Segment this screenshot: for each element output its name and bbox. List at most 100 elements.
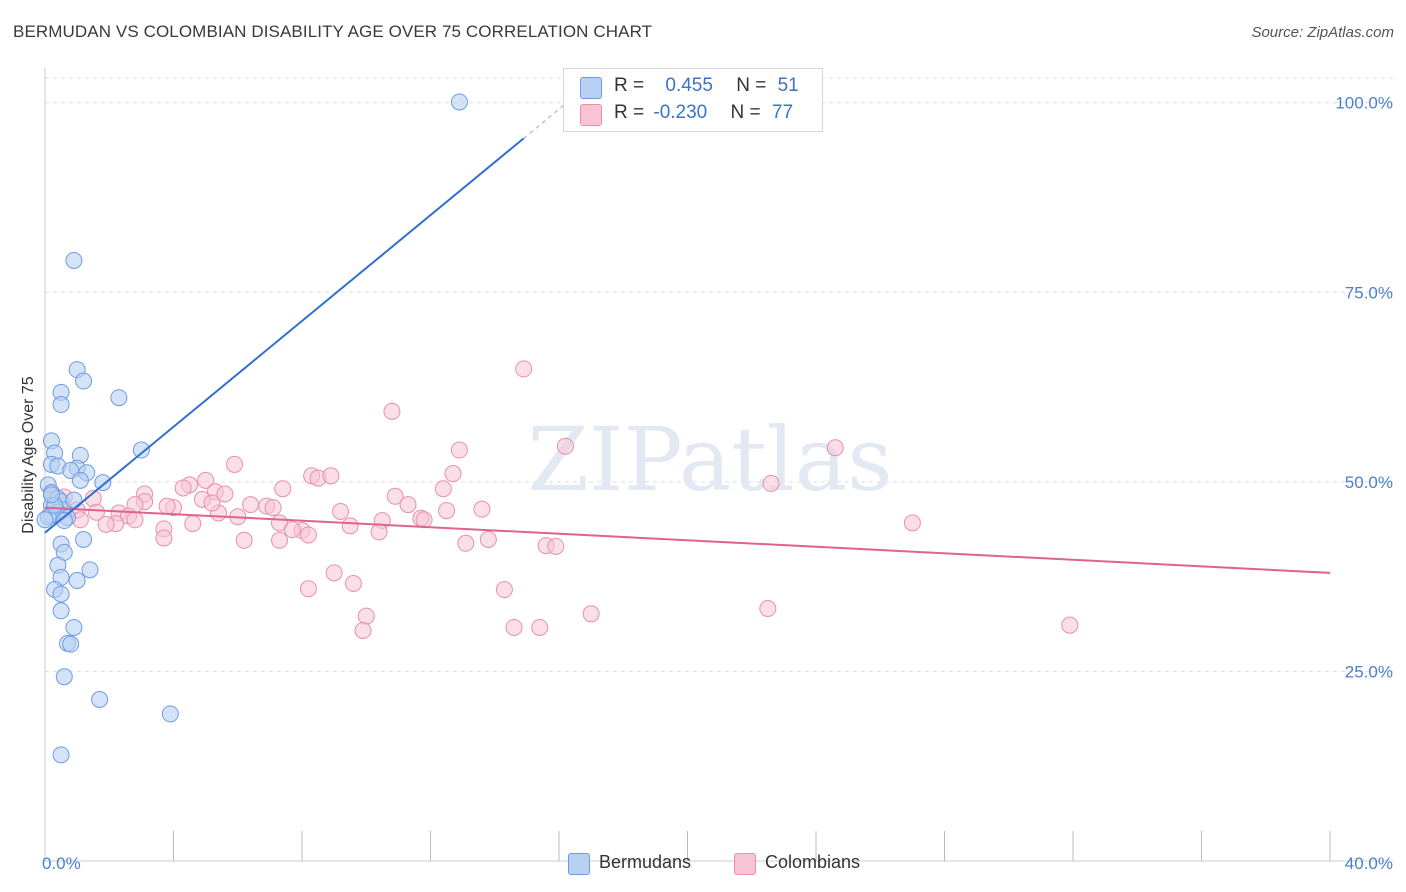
colombians-point <box>370 523 388 541</box>
colombians-point <box>495 581 513 599</box>
colombians-point <box>399 496 417 514</box>
r-value: 0.455 <box>665 75 713 96</box>
bermudans-point <box>132 441 150 459</box>
source-label: Source: ZipAtlas.com <box>1251 24 1394 41</box>
bermudans-swatch <box>580 77 602 99</box>
colombians-point <box>759 600 777 618</box>
colombians-point <box>903 514 921 532</box>
bermudans-point <box>68 571 86 589</box>
colombians-point <box>415 511 433 529</box>
bermudans-point <box>94 474 112 492</box>
colombians-point <box>582 605 600 623</box>
colombians-trend-line <box>44 506 1331 574</box>
bermudans-point <box>450 93 468 111</box>
bermudans-point <box>75 372 93 390</box>
legend-row-label: R = 0.455 N = 51 <box>614 75 799 97</box>
colombians-point <box>216 485 234 503</box>
y-tick-label: 100.0% <box>1335 94 1393 113</box>
bermudans-point <box>81 561 99 579</box>
colombians-point <box>283 521 301 539</box>
colombians-point <box>332 502 350 520</box>
r-label: R = <box>614 75 650 96</box>
grid-lines <box>45 77 1393 672</box>
colombians-legend-label: Colombians <box>765 852 861 872</box>
colombians-point <box>325 564 343 582</box>
trend-lines <box>44 95 1331 574</box>
colombians-point <box>386 487 404 505</box>
bermudans-point <box>91 690 109 708</box>
colombians-point <box>547 537 565 555</box>
bermudans-trend-extension <box>523 95 576 139</box>
colombians-point <box>515 360 533 378</box>
colombians-point <box>505 618 523 636</box>
bermudans-point <box>65 618 83 636</box>
colombians-point <box>444 465 462 483</box>
bermudans-point <box>62 635 80 653</box>
bermudans-point <box>65 251 83 269</box>
colombians-point <box>322 467 340 485</box>
colombians-point <box>274 480 292 498</box>
bermudans-point <box>36 511 54 529</box>
bermudans-legend-label: Bermudans <box>599 852 692 872</box>
colombians-point <box>97 515 115 533</box>
bermudans-point <box>52 602 70 620</box>
colombians-point <box>434 480 452 498</box>
r-label: R = <box>614 102 650 123</box>
bermudans-point <box>161 705 179 723</box>
colombians-point <box>299 580 317 598</box>
bermudans-legend-swatch <box>568 853 590 875</box>
y-tick-label: 75.0% <box>1345 283 1393 302</box>
bermudans-trend-line <box>44 137 525 534</box>
bermudans-point <box>110 389 128 407</box>
colombians-point <box>203 494 221 512</box>
colombians-point <box>174 479 192 497</box>
colombians-point <box>197 471 215 489</box>
colombians-point <box>184 515 202 533</box>
colombians-point <box>438 502 456 520</box>
n-label: N = <box>730 102 766 123</box>
n-value: 51 <box>777 75 799 96</box>
colombians-point <box>235 531 253 549</box>
colombians-point <box>357 607 375 625</box>
colombians-point <box>762 474 780 492</box>
colombians-point <box>155 529 173 547</box>
colombians-point <box>479 531 497 549</box>
legend-row-label: R = -0.230 N = 77 <box>614 102 793 124</box>
colombians-point <box>383 402 401 420</box>
colombians-point <box>299 526 317 544</box>
colombians-swatch <box>580 104 602 126</box>
watermark-text: ZIPatlas <box>528 408 893 511</box>
y-tick-label: 25.0% <box>1345 662 1393 681</box>
y-tick-label: 50.0% <box>1345 473 1393 492</box>
colombians-point <box>473 500 491 518</box>
colombians-point <box>341 517 359 535</box>
n-label: N = <box>736 75 772 96</box>
colombians-point <box>826 439 844 457</box>
bermudans-point <box>71 471 89 489</box>
colombians-point <box>531 618 549 636</box>
x-tick-label: 0.0% <box>42 854 81 873</box>
colombians-point <box>1061 616 1079 634</box>
correlation-legend: R = 0.455 N = 51 R = -0.230 N = 77 <box>563 68 823 132</box>
colombians-point <box>242 496 260 514</box>
colombians-point <box>226 455 244 473</box>
colombians-legend-swatch <box>734 853 756 875</box>
colombians-point <box>271 531 289 549</box>
tick-labels: 25.0% 50.0% 75.0% 100.0% 0.0% 40.0% <box>42 94 1393 873</box>
bermudans-point <box>42 486 60 504</box>
bermudans-point <box>55 668 73 686</box>
x-tick-label: 40.0% <box>1345 854 1393 873</box>
colombians-point <box>457 534 475 552</box>
colombians-point <box>344 574 362 592</box>
bermudans-point <box>52 396 70 414</box>
bermudans-point <box>55 512 73 530</box>
chart-title: BERMUDAN VS COLOMBIAN DISABILITY AGE OVE… <box>13 22 653 41</box>
colombians-point <box>126 511 144 529</box>
colombians-point <box>264 499 282 517</box>
n-value: 77 <box>771 102 794 123</box>
colombians-point <box>354 621 372 639</box>
colombians-point <box>450 441 468 459</box>
bermudans-point <box>65 491 83 509</box>
r-value: -0.230 <box>653 102 708 123</box>
